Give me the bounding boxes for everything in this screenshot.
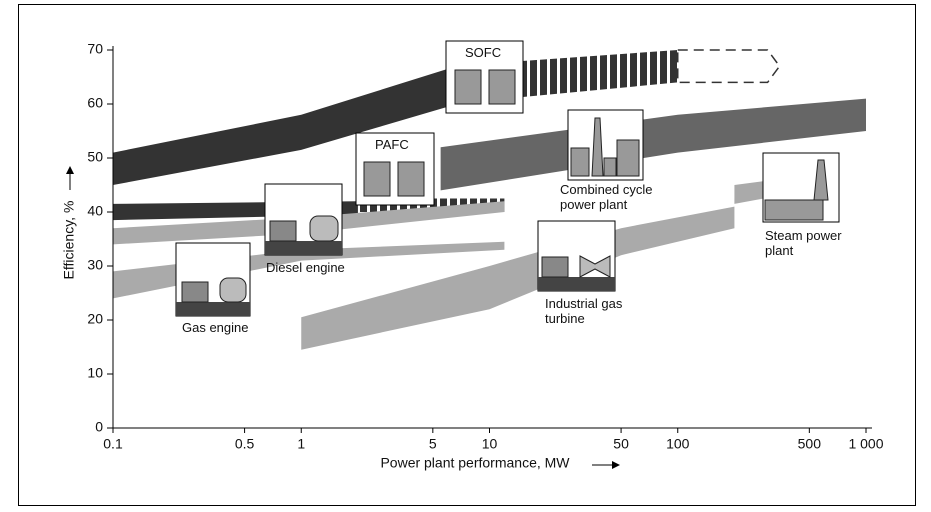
icon-stack [455,70,481,104]
y-tick-label: 30 [87,257,103,273]
x-tick-label: 500 [798,436,822,452]
x-axis-label: Power plant performance, MW [380,455,570,471]
x-tick-label: 100 [666,436,690,452]
band-label: Industrial gas turbine [545,296,635,326]
x-tick-label: 1 000 [848,436,883,452]
band [301,207,734,350]
icon-building [604,158,616,176]
band-label: Combined cycle power plant [560,182,670,212]
x-tick-label: 50 [613,436,629,452]
icon-building [617,140,639,176]
y-arrow-head [66,166,74,174]
y-tick-label: 40 [87,203,103,219]
y-tick-label: 60 [87,95,103,111]
x-tick-label: 1 [297,436,305,452]
x-arrow-head [612,461,620,469]
icon-base [265,241,342,255]
x-tick-label: 0.5 [235,436,255,452]
y-tick-label: 10 [87,365,103,381]
y-tick-label: 0 [95,419,103,435]
icon-base [176,302,250,316]
icon-generator [220,278,246,302]
x-tick-label: 10 [482,436,498,452]
icon-building [765,200,823,220]
band-outline [678,50,780,82]
y-axis-label: Efficiency, % [61,201,77,280]
band-label: Diesel engine [266,260,356,275]
band-label: Gas engine [182,320,272,335]
icon-engine [542,257,568,277]
icon-stack [364,162,390,196]
icon-stack [489,70,515,104]
y-tick-label: 70 [87,41,103,57]
band-label: SOFC [465,45,525,60]
icon-base [538,277,615,291]
page: {"chart_data": {"type": "band", "x_label… [0,0,931,512]
icon-generator [310,216,338,241]
icon-building [571,148,589,176]
x-tick-label: 0.1 [103,436,123,452]
icon-engine [182,282,208,302]
band-label: PAFC [375,137,435,152]
icon-engine [270,221,296,241]
band-label: Steam power plant [765,228,855,258]
y-tick-label: 20 [87,311,103,327]
y-tick-label: 50 [87,149,103,165]
icon-stack [398,162,424,196]
x-tick-label: 5 [429,436,437,452]
